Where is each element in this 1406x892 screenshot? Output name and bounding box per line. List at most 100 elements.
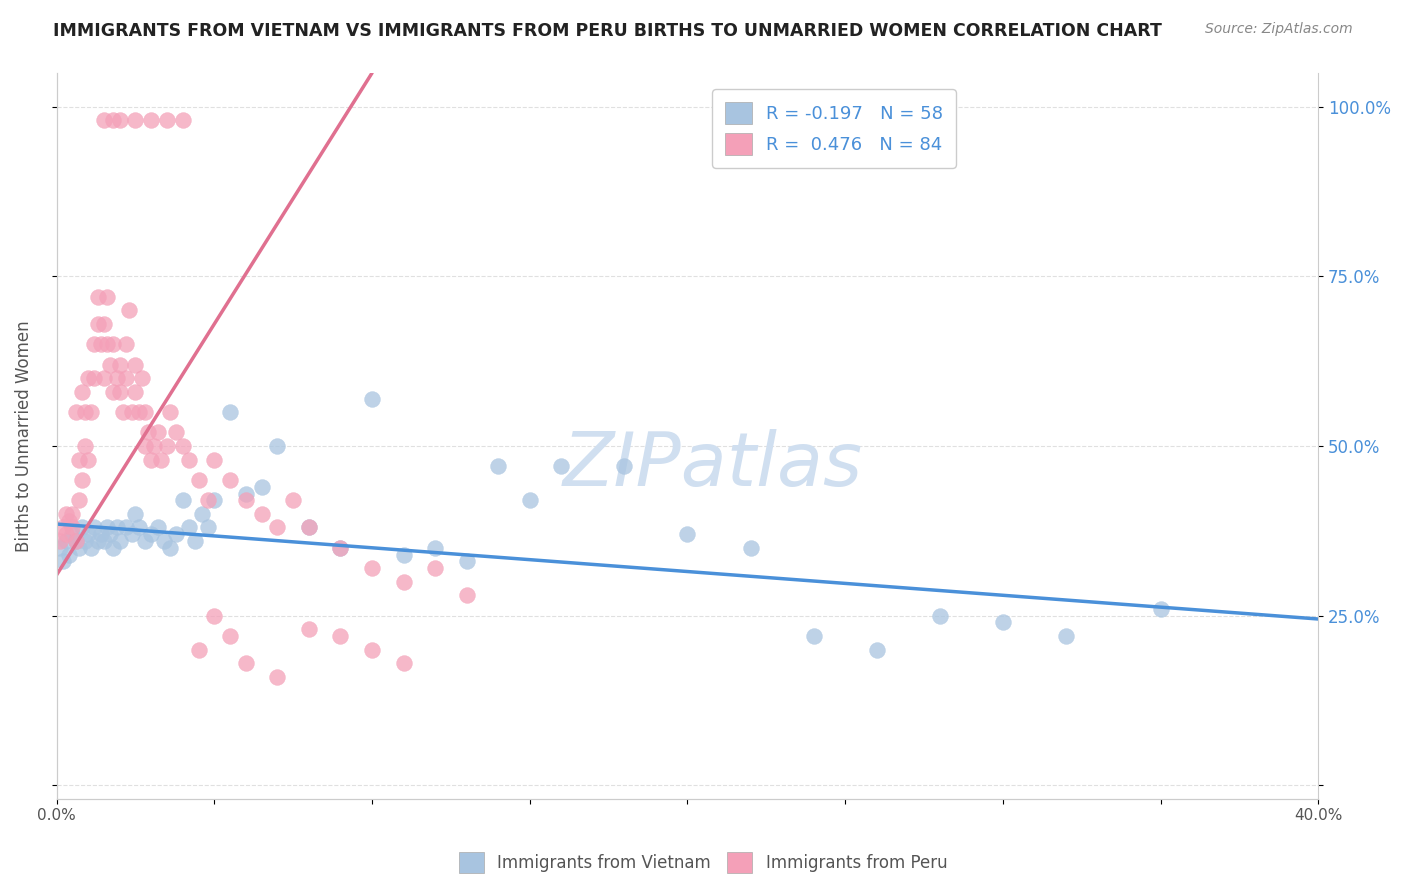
Point bbox=[219, 405, 242, 419]
Point bbox=[202, 493, 225, 508]
Legend: R = -0.197   N = 58, R =  0.476   N = 84: R = -0.197 N = 58, R = 0.476 N = 84 bbox=[713, 89, 956, 168]
Point bbox=[60, 507, 83, 521]
Point bbox=[550, 459, 572, 474]
Point bbox=[105, 371, 128, 385]
Point bbox=[108, 384, 131, 399]
Point bbox=[93, 113, 115, 128]
Point bbox=[519, 493, 541, 508]
Point bbox=[58, 514, 80, 528]
Point bbox=[49, 541, 72, 555]
Point bbox=[1149, 602, 1171, 616]
Point bbox=[80, 541, 103, 555]
Point bbox=[166, 527, 188, 541]
Point bbox=[67, 452, 90, 467]
Point bbox=[298, 520, 321, 534]
Point bbox=[156, 113, 179, 128]
Point bbox=[77, 371, 100, 385]
Point bbox=[991, 615, 1014, 630]
Point bbox=[329, 629, 352, 643]
Point bbox=[124, 507, 146, 521]
Point bbox=[93, 371, 115, 385]
Point bbox=[172, 113, 194, 128]
Point bbox=[49, 534, 72, 549]
Point bbox=[121, 527, 143, 541]
Point bbox=[219, 629, 242, 643]
Point bbox=[392, 574, 415, 589]
Point bbox=[83, 520, 105, 534]
Point bbox=[96, 337, 118, 351]
Point bbox=[134, 405, 156, 419]
Point bbox=[73, 405, 96, 419]
Point bbox=[141, 527, 163, 541]
Point bbox=[172, 439, 194, 453]
Point bbox=[219, 473, 242, 487]
Point bbox=[613, 459, 636, 474]
Point bbox=[52, 554, 75, 568]
Point bbox=[159, 405, 181, 419]
Point bbox=[153, 534, 176, 549]
Point bbox=[456, 554, 478, 568]
Point bbox=[98, 358, 121, 372]
Point bbox=[55, 534, 77, 549]
Point bbox=[52, 520, 75, 534]
Point bbox=[86, 534, 108, 549]
Point bbox=[103, 384, 125, 399]
Point bbox=[90, 337, 112, 351]
Point bbox=[65, 405, 87, 419]
Point bbox=[70, 473, 93, 487]
Point bbox=[928, 608, 950, 623]
Point bbox=[131, 371, 153, 385]
Point bbox=[118, 303, 141, 318]
Point bbox=[121, 405, 143, 419]
Point bbox=[93, 534, 115, 549]
Point bbox=[115, 371, 138, 385]
Point bbox=[65, 534, 87, 549]
Point bbox=[329, 541, 352, 555]
Point bbox=[456, 588, 478, 602]
Point bbox=[197, 520, 219, 534]
Point bbox=[128, 520, 150, 534]
Point bbox=[187, 473, 209, 487]
Point bbox=[108, 534, 131, 549]
Text: IMMIGRANTS FROM VIETNAM VS IMMIGRANTS FROM PERU BIRTHS TO UNMARRIED WOMEN CORREL: IMMIGRANTS FROM VIETNAM VS IMMIGRANTS FR… bbox=[53, 22, 1163, 40]
Point bbox=[486, 459, 509, 474]
Point bbox=[392, 656, 415, 670]
Point bbox=[187, 642, 209, 657]
Point bbox=[202, 452, 225, 467]
Point bbox=[1054, 629, 1077, 643]
Point bbox=[73, 439, 96, 453]
Point bbox=[266, 439, 288, 453]
Point bbox=[423, 561, 446, 575]
Point bbox=[55, 527, 77, 541]
Point bbox=[361, 392, 384, 406]
Point bbox=[166, 425, 188, 440]
Point bbox=[361, 642, 384, 657]
Point bbox=[70, 384, 93, 399]
Point bbox=[128, 405, 150, 419]
Point bbox=[266, 670, 288, 684]
Point bbox=[235, 486, 257, 500]
Point bbox=[103, 337, 125, 351]
Point bbox=[67, 541, 90, 555]
Point bbox=[93, 317, 115, 331]
Point bbox=[65, 534, 87, 549]
Point bbox=[115, 520, 138, 534]
Point bbox=[83, 337, 105, 351]
Point bbox=[124, 113, 146, 128]
Point bbox=[177, 452, 200, 467]
Point bbox=[124, 384, 146, 399]
Text: Source: ZipAtlas.com: Source: ZipAtlas.com bbox=[1205, 22, 1353, 37]
Point bbox=[250, 507, 273, 521]
Point bbox=[423, 541, 446, 555]
Legend: Immigrants from Vietnam, Immigrants from Peru: Immigrants from Vietnam, Immigrants from… bbox=[451, 846, 955, 880]
Y-axis label: Births to Unmarried Women: Births to Unmarried Women bbox=[15, 320, 32, 551]
Point bbox=[134, 534, 156, 549]
Point bbox=[361, 561, 384, 575]
Point bbox=[146, 520, 169, 534]
Point bbox=[184, 534, 207, 549]
Point bbox=[298, 622, 321, 636]
Point bbox=[77, 452, 100, 467]
Point bbox=[73, 534, 96, 549]
Point bbox=[156, 439, 179, 453]
Point bbox=[141, 452, 163, 467]
